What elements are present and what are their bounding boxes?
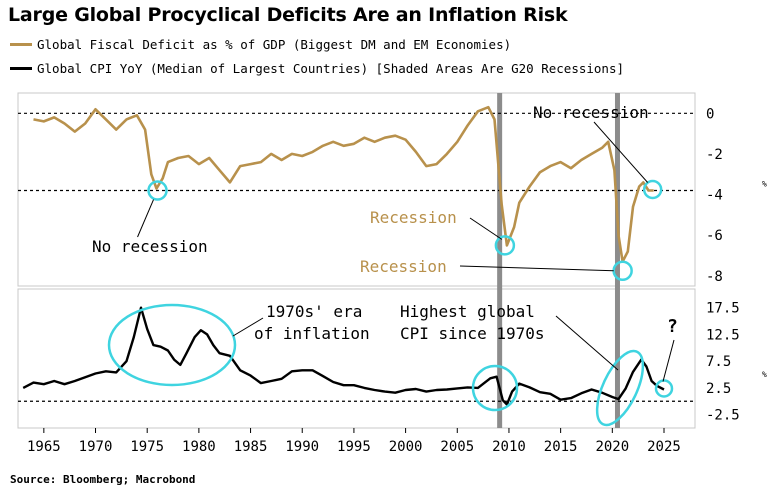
callout-line-no-recession-1976 — [137, 199, 154, 238]
callout-line-1970s — [232, 317, 264, 337]
annotation-recession-2021: Recession — [360, 257, 447, 276]
legend-item-fiscal-deficit: Global Fiscal Deficit as % of GDP (Bigge… — [10, 37, 511, 52]
y-unit-label-p0: % — [762, 179, 767, 188]
legend-label-cpi: Global CPI YoY (Median of Largest Countr… — [37, 61, 624, 76]
y-tick-label-p0-4: -8 — [706, 269, 723, 285]
panel-frame-cpi — [17, 288, 696, 429]
callout-line-question — [662, 339, 675, 382]
x-tick-label-1990: 1990 — [285, 439, 319, 455]
callout-line-highest-cpi — [555, 315, 619, 371]
recession-band-1 — [614, 93, 620, 428]
x-tick-label-2015: 2015 — [544, 439, 578, 455]
x-tick-label-2010: 2010 — [492, 439, 526, 455]
x-tick-label-2025: 2025 — [647, 439, 681, 455]
panel-frame-deficit — [17, 92, 696, 287]
y-tick-label-p0-3: -6 — [706, 228, 723, 244]
x-tick-label-2000: 2000 — [389, 439, 423, 455]
highlight-circle-question — [654, 379, 674, 398]
y-tick-label-p0-2: -4 — [706, 188, 723, 204]
y-tick-label-p0-0: 0 — [706, 106, 714, 122]
recession-band-0 — [497, 93, 503, 428]
y-unit-label-p1: % — [762, 370, 767, 379]
legend-item-cpi: Global CPI YoY (Median of Largest Countr… — [10, 61, 624, 76]
callout-line-no-recession-2024 — [593, 121, 649, 183]
y-tick-label-p1-1: 12.5 — [706, 327, 740, 343]
annotation-question-mark: ? — [667, 316, 678, 337]
callout-line-recession-2009 — [469, 217, 503, 240]
legend-label-fiscal: Global Fiscal Deficit as % of GDP (Bigge… — [37, 37, 512, 52]
highlight-ellipse-2009 — [471, 364, 519, 412]
annotation-highest-cpi-line1: Highest global — [400, 302, 535, 321]
x-tick-label-2005: 2005 — [440, 439, 474, 455]
x-tick-label-2020: 2020 — [595, 439, 629, 455]
highlight-circle-no-recession-2024 — [642, 179, 663, 200]
source-note: Source: Bloomberg; Macrobond — [10, 473, 196, 486]
highlight-circle-recession-2009 — [494, 235, 516, 256]
series-line-fiscal-deficit — [33, 105, 654, 263]
x-tick-label-1980: 1980 — [182, 439, 216, 455]
y-tick-label-p1-0: 17.5 — [706, 301, 740, 317]
series-line-cpi — [22, 306, 665, 406]
legend-swatch-fiscal — [10, 43, 32, 46]
annotation-recession-2009: Recession — [370, 208, 457, 227]
chart-title: Large Global Procyclical Deficits Are an… — [8, 4, 568, 26]
x-tick-label-1965: 1965 — [27, 439, 61, 455]
annotation-highest-cpi-line2: CPI since 1970s — [400, 324, 545, 343]
annotation-no-recession-1976: No recession — [92, 237, 208, 256]
annotation-1970s-line1: 1970s' era — [266, 302, 362, 321]
annotation-no-recession-2024: No recession — [533, 103, 649, 122]
x-tick-label-1970: 1970 — [79, 439, 113, 455]
highlight-ellipse-2022 — [595, 349, 645, 427]
y-tick-label-p1-2: 7.5 — [706, 354, 731, 370]
annotation-1970s-line2: of inflation — [254, 324, 370, 343]
y-tick-label-p0-1: -2 — [706, 147, 723, 163]
legend-swatch-cpi — [10, 67, 32, 70]
callout-line-recession-2021 — [459, 265, 614, 272]
x-tick-label-1975: 1975 — [130, 439, 164, 455]
y-tick-label-p1-3: 2.5 — [706, 381, 731, 397]
y-tick-label-p1-4: -2.5 — [706, 408, 740, 424]
highlight-circle-no-recession-1976 — [147, 180, 168, 201]
highlight-ellipse-1970s — [107, 303, 237, 387]
x-tick-label-1985: 1985 — [234, 439, 268, 455]
x-tick-label-1995: 1995 — [337, 439, 371, 455]
